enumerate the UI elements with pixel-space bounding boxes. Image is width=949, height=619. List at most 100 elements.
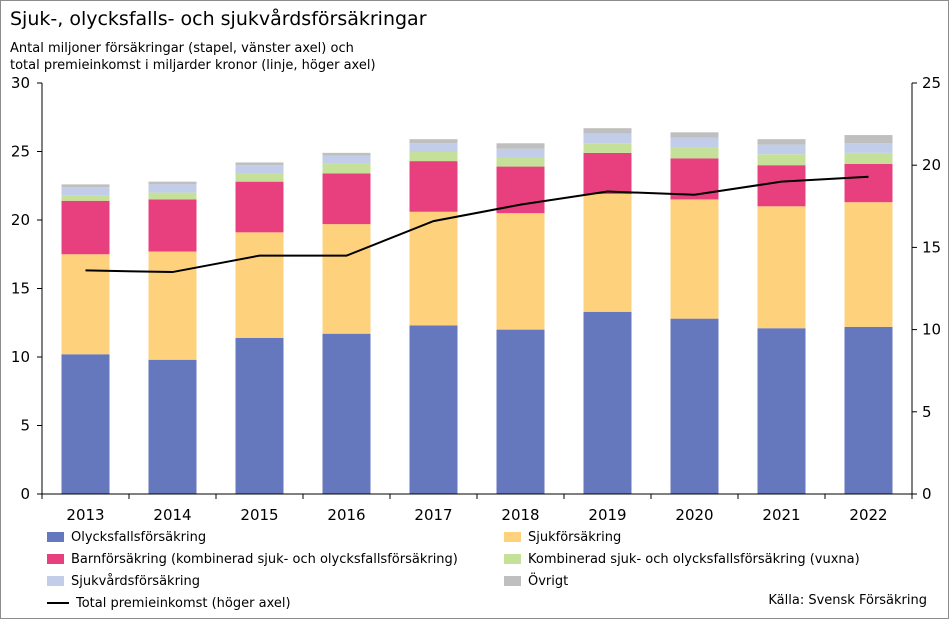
left-axis-tick-label: 5 bbox=[20, 417, 30, 435]
legend-item-sjuk: Sjukförsäkring bbox=[504, 528, 621, 546]
bar-segment bbox=[670, 137, 719, 148]
legend-swatch bbox=[47, 532, 64, 542]
bar-segment bbox=[496, 143, 545, 149]
legend-swatch bbox=[47, 576, 64, 586]
right-axis-tick-label: 20 bbox=[922, 156, 941, 174]
bar-segment bbox=[757, 206, 806, 329]
bar-segment bbox=[583, 193, 632, 312]
bar-segment bbox=[496, 329, 545, 494]
right-axis-tick-label: 15 bbox=[922, 238, 941, 256]
bar-segment bbox=[757, 144, 806, 155]
bar-segment bbox=[670, 132, 719, 138]
legend-swatch bbox=[504, 532, 521, 542]
line-series-premieinkomst bbox=[85, 175, 869, 274]
chart-title: Sjuk-, olycksfalls- och sjukvårdsförsäkr… bbox=[10, 8, 427, 30]
bar-segment bbox=[148, 184, 197, 193]
bar-segment bbox=[670, 147, 719, 159]
bar-segment bbox=[322, 224, 371, 334]
bar-segment bbox=[496, 166, 545, 214]
legend-swatch bbox=[504, 576, 521, 586]
bar-segment bbox=[670, 199, 719, 319]
x-axis-tick-label: 2020 bbox=[675, 506, 713, 524]
bar-segment bbox=[235, 173, 284, 182]
bar-segment bbox=[322, 155, 371, 164]
legend-item-olycksfall: Olycksfallsförsäkring bbox=[47, 528, 206, 546]
bar-segment bbox=[844, 163, 893, 203]
legend-item-sjukvard: Sjukvårdsförsäkring bbox=[47, 572, 200, 590]
bar-segment bbox=[148, 251, 197, 360]
legend-label: Kombinerad sjuk- och olycksfallsförsäkri… bbox=[528, 551, 860, 567]
bar-segment bbox=[409, 161, 458, 212]
legend-label: Sjukförsäkring bbox=[528, 529, 622, 545]
right-axis-tick-label: 0 bbox=[922, 485, 932, 503]
bar-segment bbox=[409, 211, 458, 326]
bar-segment bbox=[757, 328, 806, 494]
bar-segment bbox=[61, 184, 110, 188]
left-axis-tick-label: 30 bbox=[11, 74, 30, 92]
legend-label: Övrigt bbox=[528, 573, 569, 589]
bar-segment bbox=[322, 152, 371, 156]
left-axis-tick-label: 15 bbox=[11, 280, 30, 298]
bar-segment bbox=[148, 199, 197, 252]
bar-segment bbox=[148, 192, 197, 200]
legend-label: Total premieinkomst (höger axel) bbox=[76, 595, 291, 611]
legend-swatch bbox=[504, 554, 521, 564]
bar-segment bbox=[148, 359, 197, 494]
bar-segment bbox=[670, 318, 719, 494]
bar-segment bbox=[235, 162, 284, 166]
source-note: Källa: Svensk Försäkring bbox=[768, 593, 927, 608]
legend-item-barn: Barnförsäkring (kombinerad sjuk- och oly… bbox=[47, 550, 458, 568]
x-axis-tick-label: 2015 bbox=[240, 506, 278, 524]
bar-segment bbox=[844, 143, 893, 153]
bar-segment bbox=[235, 165, 284, 174]
bar-segment bbox=[496, 213, 545, 330]
bar-segment bbox=[844, 326, 893, 494]
bar-segment bbox=[583, 143, 632, 153]
bar-segment bbox=[61, 187, 110, 196]
bar-segment bbox=[844, 135, 893, 144]
bar-segment bbox=[322, 333, 371, 494]
bar-segment bbox=[757, 165, 806, 207]
bar-segment bbox=[235, 232, 284, 338]
legend-swatch bbox=[47, 554, 64, 564]
left-axis-tick-label: 20 bbox=[11, 211, 30, 229]
x-axis-tick-label: 2018 bbox=[501, 506, 539, 524]
bar-segment bbox=[757, 139, 806, 145]
x-axis-tick-label: 2017 bbox=[414, 506, 452, 524]
right-axis-tick-label: 25 bbox=[922, 74, 941, 92]
bar-segment bbox=[757, 154, 806, 166]
x-axis-tick-label: 2021 bbox=[762, 506, 800, 524]
legend-item-kombinerad: Kombinerad sjuk- och olycksfallsförsäkri… bbox=[504, 550, 860, 568]
bar-segment bbox=[148, 181, 197, 185]
bar-segment bbox=[409, 325, 458, 494]
bar-segment bbox=[322, 173, 371, 225]
left-axis-tick-label: 10 bbox=[11, 348, 30, 366]
legend-label: Sjukvårdsförsäkring bbox=[71, 573, 201, 589]
bar-segment bbox=[235, 337, 284, 494]
x-axis-tick-label: 2013 bbox=[66, 506, 104, 524]
legend-item-ovrigt: Övrigt bbox=[504, 572, 568, 590]
bar-segment bbox=[409, 139, 458, 144]
legend-item-premieinkomst: Total premieinkomst (höger axel) bbox=[47, 594, 291, 612]
bar-segment bbox=[409, 151, 458, 162]
x-axis-tick-label: 2019 bbox=[588, 506, 626, 524]
legend-line-swatch bbox=[47, 602, 69, 604]
legend-label: Olycksfallsförsäkring bbox=[71, 529, 207, 545]
bar-segment bbox=[61, 200, 110, 255]
bar-segment bbox=[322, 163, 371, 174]
bar-segment bbox=[583, 128, 632, 134]
bar-segment bbox=[844, 202, 893, 327]
x-axis-tick-label: 2022 bbox=[849, 506, 887, 524]
legend-label: Barnförsäkring (kombinerad sjuk- och oly… bbox=[71, 551, 458, 567]
bar-segment bbox=[583, 133, 632, 144]
left-axis-tick-label: 0 bbox=[20, 485, 30, 503]
right-axis-tick-label: 5 bbox=[922, 403, 932, 421]
x-axis-tick-label: 2016 bbox=[327, 506, 365, 524]
bar-segment bbox=[61, 354, 110, 494]
bar-segment bbox=[409, 143, 458, 152]
bar-segment bbox=[235, 181, 284, 233]
left-axis-tick-label: 25 bbox=[11, 143, 30, 161]
right-axis-tick-label: 10 bbox=[922, 321, 941, 339]
bar-segment bbox=[583, 152, 632, 194]
